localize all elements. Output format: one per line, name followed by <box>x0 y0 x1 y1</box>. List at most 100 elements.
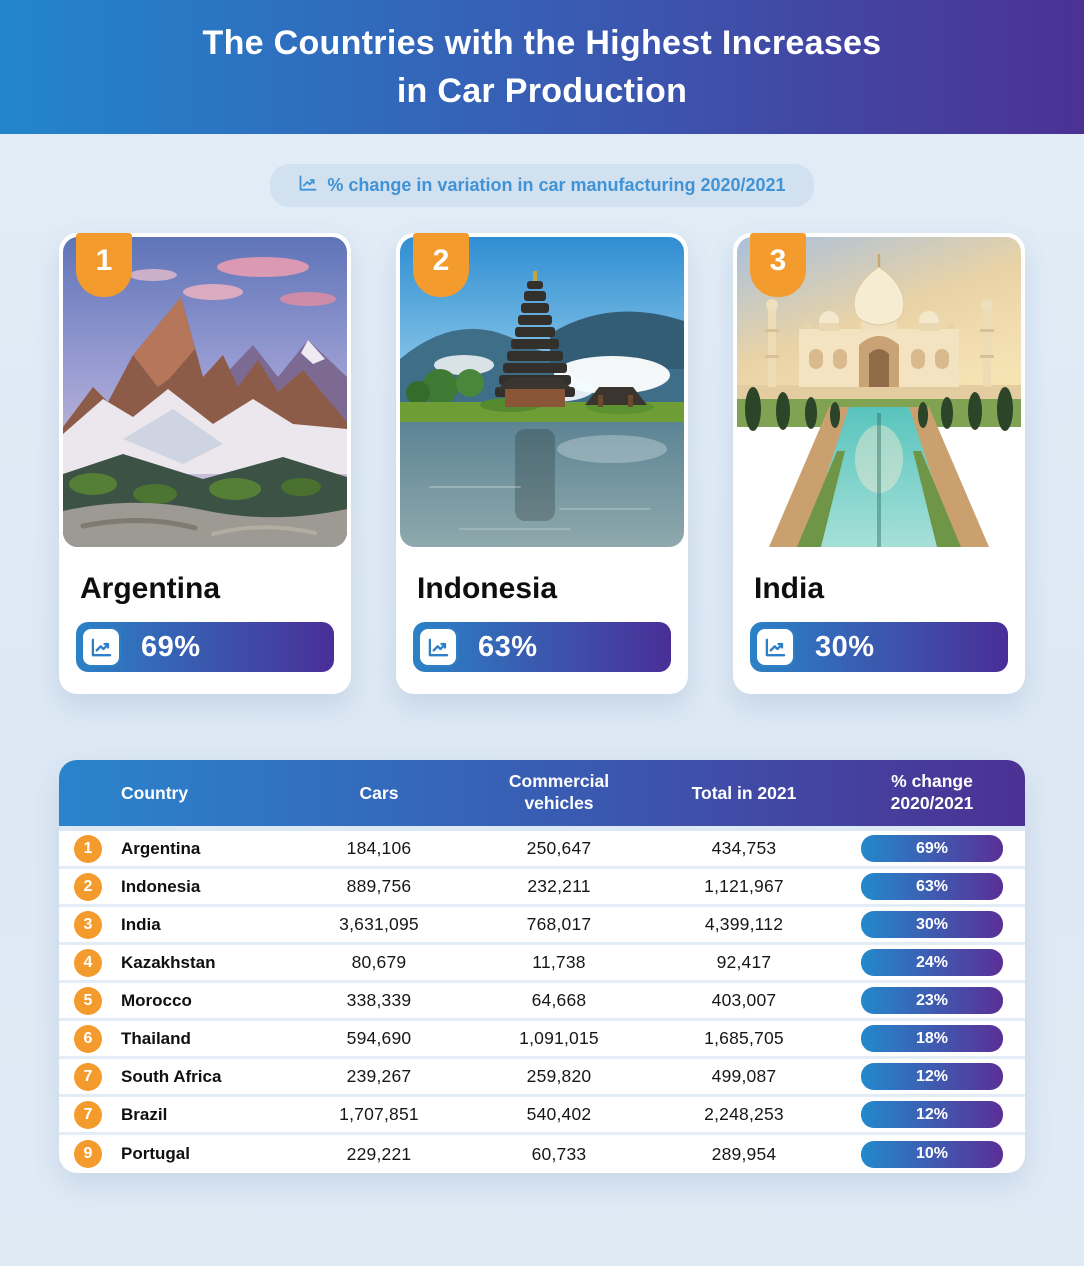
rank-number: 2 <box>432 244 450 277</box>
rank-badge: 1 <box>74 834 102 863</box>
country-name: Portugal <box>121 1144 190 1163</box>
card-country-name: Indonesia <box>417 572 558 605</box>
rank-badge: 2 <box>413 233 469 297</box>
table-row: 9 Portugal 229,221 60,733 289,954 10% <box>59 1135 1025 1173</box>
table-row: 3 India 3,631,095 768,017 4,399,112 30% <box>59 907 1025 945</box>
table-row: 1 Argentina 184,106 250,647 434,753 69% <box>59 831 1025 869</box>
column-header-change: % change 2020/2021 <box>890 771 974 813</box>
change-pill: 23% <box>861 987 1003 1014</box>
argentina-photo <box>63 237 347 547</box>
change-pill: 10% <box>861 1140 1003 1168</box>
cars-value: 338,339 <box>346 990 412 1010</box>
change-pill: 63% <box>861 873 1003 900</box>
cars-value: 594,690 <box>346 1028 412 1048</box>
cars-value: 3,631,095 <box>339 914 419 934</box>
rank-number: 3 <box>769 244 787 277</box>
column-header-cars: Cars <box>359 782 399 803</box>
total-value: 1,121,967 <box>704 876 784 896</box>
subtitle-badge: % change in variation in car manufacturi… <box>270 164 814 207</box>
total-value: 289,954 <box>711 1143 777 1164</box>
rank-badge: 4 <box>74 948 102 977</box>
rank-badge: 9 <box>74 1140 102 1168</box>
country-card-argentina: 1 Argentina 69% <box>59 233 351 694</box>
total-value: 92,417 <box>716 952 772 972</box>
total-value: 403,007 <box>711 990 777 1010</box>
cars-value: 80,679 <box>351 952 407 972</box>
percent-pill: 30% <box>750 622 1008 672</box>
column-header-total: Total in 2021 <box>691 782 797 803</box>
rank-badge: 7 <box>74 1062 102 1091</box>
cars-value: 229,221 <box>346 1143 412 1164</box>
change-pill: 24% <box>861 949 1003 976</box>
india-photo <box>737 237 1021 547</box>
card-country-name: Argentina <box>80 572 221 605</box>
commercial-value: 232,211 <box>527 876 591 896</box>
change-pill: 18% <box>861 1025 1003 1052</box>
percent-value: 30% <box>815 630 875 663</box>
cars-value: 889,756 <box>346 876 412 896</box>
table-row: 7 South Africa 239,267 259,820 499,087 1… <box>59 1059 1025 1097</box>
commercial-value: 768,017 <box>526 914 592 934</box>
total-value: 1,685,705 <box>704 1028 784 1048</box>
country-name: Argentina <box>121 838 201 858</box>
header-banner: The Countries with the Highest Increases… <box>0 0 1084 134</box>
table-row: 2 Indonesia 889,756 232,211 1,121,967 63… <box>59 869 1025 907</box>
column-header-commercial: Commercial vehicles <box>508 771 610 813</box>
commercial-value: 64,668 <box>531 990 587 1010</box>
change-pill: 30% <box>861 911 1003 938</box>
total-value: 4,399,112 <box>704 914 784 934</box>
commercial-value: 540,402 <box>526 1104 592 1124</box>
change-pill: 12% <box>861 1063 1003 1090</box>
subtitle-row: % change in variation in car manufacturi… <box>0 164 1084 207</box>
country-name: Indonesia <box>121 876 201 896</box>
total-value: 434,753 <box>711 838 777 858</box>
top3-cards: 1 Argentina 69% <box>59 233 1025 694</box>
table-row: 4 Kazakhstan 80,679 11,738 92,417 24% <box>59 945 1025 983</box>
page-title: The Countries with the Highest Increases… <box>203 19 882 115</box>
rank-badge: 1 <box>76 233 132 297</box>
column-header-country: Country <box>121 782 189 803</box>
rank-badge: 5 <box>74 986 102 1015</box>
table-row: 6 Thailand 594,690 1,091,015 1,685,705 1… <box>59 1021 1025 1059</box>
country-name: Kazakhstan <box>121 952 216 972</box>
percent-value: 63% <box>478 630 538 663</box>
table-row: 5 Morocco 338,339 64,668 403,007 23% <box>59 983 1025 1021</box>
production-table: Country Cars Commercial vehicles Total i… <box>59 760 1025 1173</box>
page-title-line2: in Car Production <box>396 72 688 110</box>
rank-number: 1 <box>95 244 113 277</box>
country-name: Thailand <box>121 1028 191 1048</box>
table-header-row: Country Cars Commercial vehicles Total i… <box>59 760 1025 826</box>
chart-line-icon <box>81 627 121 667</box>
commercial-value: 1,091,015 <box>519 1028 599 1048</box>
commercial-value: 259,820 <box>526 1066 592 1086</box>
country-card-india: 3 India 30% <box>733 233 1025 694</box>
cars-value: 184,106 <box>346 838 412 858</box>
indonesia-photo <box>400 237 684 547</box>
rank-badge: 2 <box>74 872 102 901</box>
table-row: 7 Brazil 1,707,851 540,402 2,248,253 12% <box>59 1097 1025 1135</box>
change-pill: 12% <box>861 1101 1003 1128</box>
card-country-name: India <box>754 572 825 605</box>
rank-badge: 6 <box>74 1024 102 1053</box>
country-card-indonesia: 2 Indonesia 63% <box>396 233 688 694</box>
country-name: South Africa <box>121 1066 222 1086</box>
commercial-value: 11,738 <box>532 952 586 972</box>
page-title-line1: The Countries with the Highest Increases <box>202 24 882 62</box>
subtitle-text: % change in variation in car manufacturi… <box>327 175 786 195</box>
chart-line-icon <box>755 627 795 667</box>
percent-pill: 63% <box>413 622 671 672</box>
country-name: Morocco <box>121 990 192 1010</box>
commercial-value: 250,647 <box>526 838 592 858</box>
country-name: Brazil <box>121 1104 168 1124</box>
change-pill: 69% <box>861 835 1003 862</box>
rank-badge: 3 <box>750 233 806 297</box>
commercial-value: 60,733 <box>531 1143 587 1164</box>
rank-badge: 3 <box>74 910 102 939</box>
chart-line-icon <box>298 173 318 198</box>
table-body: 1 Argentina 184,106 250,647 434,753 69% … <box>59 831 1025 1173</box>
chart-line-icon <box>418 627 458 667</box>
percent-pill: 69% <box>76 622 334 672</box>
total-value: 499,087 <box>711 1066 777 1086</box>
cars-value: 239,267 <box>346 1066 412 1086</box>
percent-value: 69% <box>141 630 201 663</box>
